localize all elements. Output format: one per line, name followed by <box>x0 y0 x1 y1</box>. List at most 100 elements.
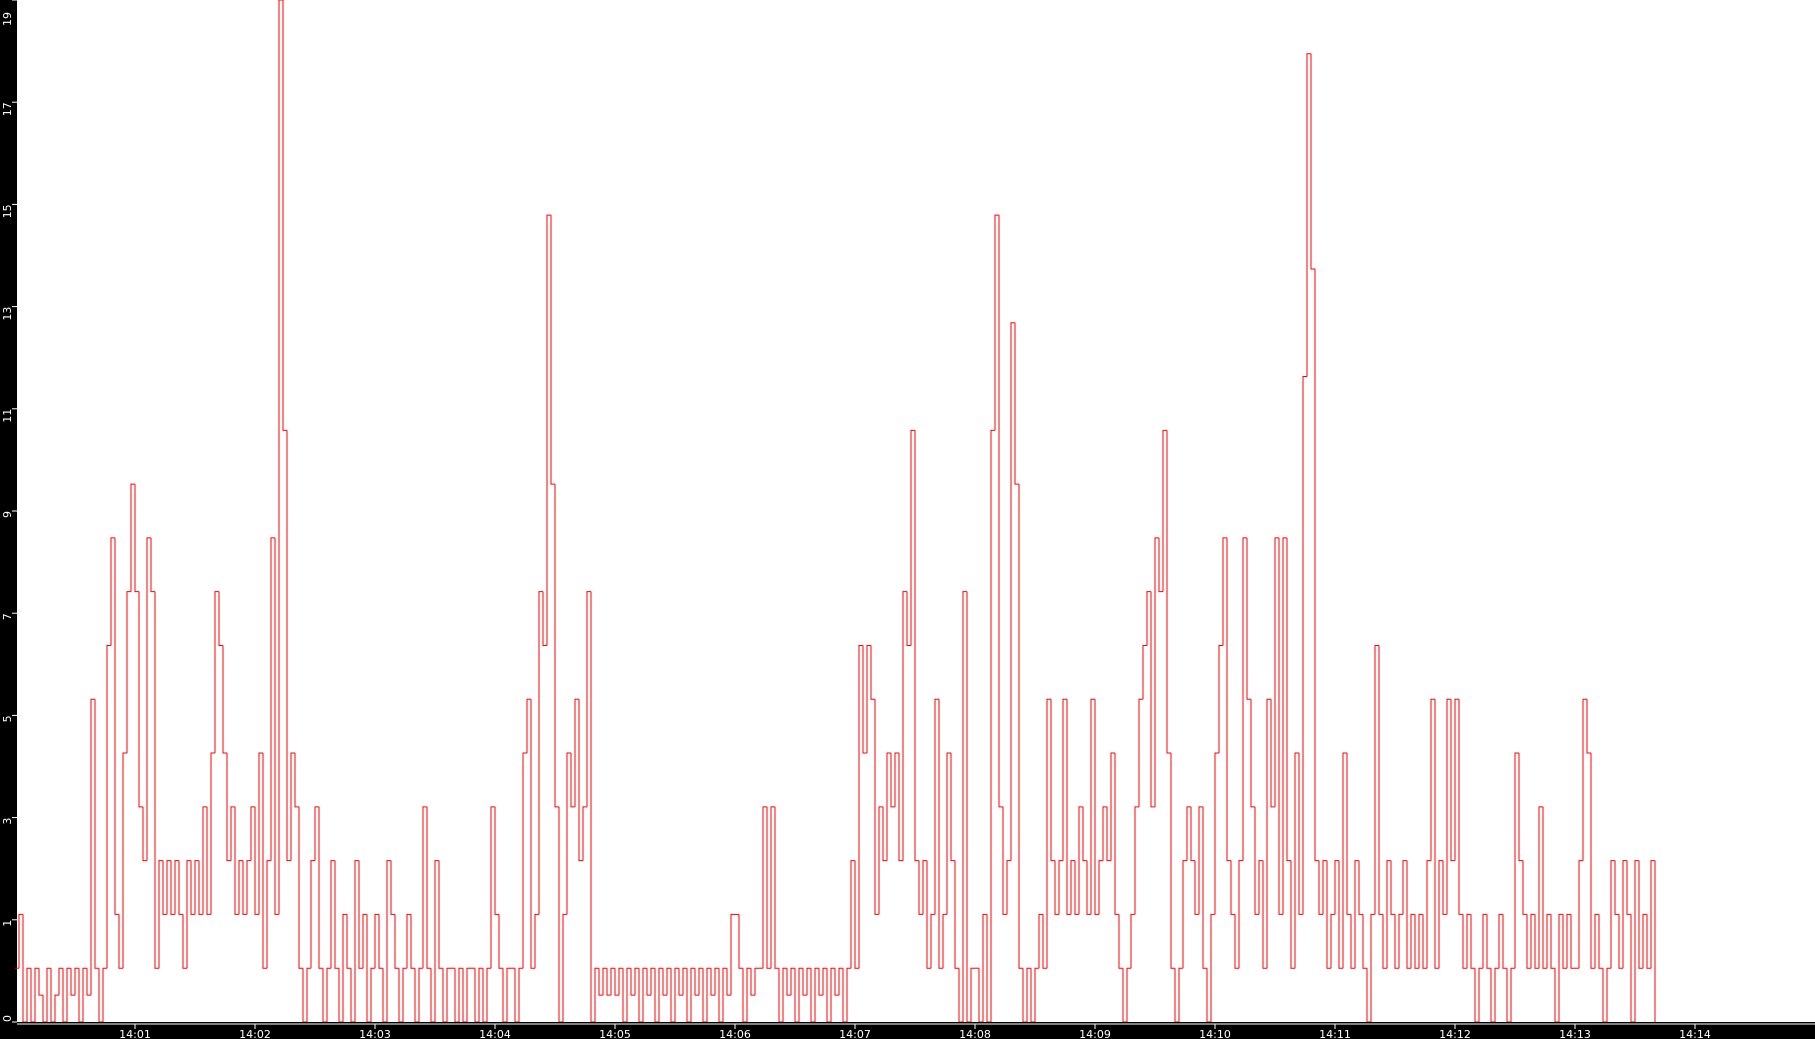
series-step <box>1354 860 1359 969</box>
series-step <box>1390 860 1395 915</box>
series-step <box>606 968 611 996</box>
series-step <box>1214 752 1219 915</box>
series-step <box>1458 699 1463 915</box>
series-step <box>274 537 279 915</box>
series-step <box>762 806 767 969</box>
series-step <box>1298 753 1303 915</box>
series-step <box>410 914 415 969</box>
series-step <box>1294 752 1299 969</box>
series-step <box>518 967 523 1022</box>
series-step <box>230 806 235 861</box>
series-step <box>854 860 859 969</box>
series-step <box>1230 860 1235 915</box>
series-step <box>1374 644 1379 915</box>
series-step <box>1614 860 1619 915</box>
series-step <box>1562 914 1567 969</box>
series-step <box>1042 914 1047 969</box>
series-step <box>1510 967 1515 1022</box>
series-step <box>878 806 883 915</box>
series-step <box>1162 429 1167 592</box>
series-step <box>790 967 795 996</box>
series-step <box>354 860 359 1022</box>
series-step <box>646 968 651 996</box>
series-step <box>290 752 295 861</box>
series-step <box>850 860 855 969</box>
series-step <box>770 806 775 969</box>
series-step <box>1406 860 1411 969</box>
series-step <box>294 753 299 808</box>
series-step <box>1466 913 1471 969</box>
series-step <box>1418 913 1423 969</box>
series-step <box>922 860 927 915</box>
series-step <box>1134 806 1139 915</box>
series-step <box>458 967 463 1022</box>
series-step <box>310 860 315 969</box>
series-step <box>970 967 975 1022</box>
series-step <box>1274 537 1279 807</box>
series-step <box>1242 537 1247 861</box>
series-step <box>1322 860 1327 915</box>
x-tick-label: 14:07 <box>839 1028 871 1039</box>
series-step <box>1454 698 1459 861</box>
series-step <box>1442 860 1447 915</box>
series-step <box>746 967 751 1022</box>
y-axis-band <box>0 0 17 1039</box>
series-step <box>1066 699 1071 915</box>
series-step <box>1526 914 1531 969</box>
series-step <box>1266 698 1271 969</box>
series-step <box>1234 914 1239 969</box>
series-step <box>694 968 699 996</box>
series-step <box>1462 914 1467 969</box>
series-step <box>370 967 375 1022</box>
series-step <box>1198 806 1203 915</box>
series-step <box>446 967 451 1022</box>
series-step <box>1542 806 1547 969</box>
series-step <box>698 967 703 996</box>
x-axis-band <box>0 1022 1815 1039</box>
series-step <box>406 913 411 969</box>
series-step <box>530 699 535 969</box>
series-step <box>1334 860 1339 915</box>
series-step <box>1566 913 1571 969</box>
series-step <box>106 644 111 969</box>
series-step <box>1278 537 1283 915</box>
series-step <box>954 860 959 969</box>
series-step <box>866 644 871 754</box>
series-step <box>1650 860 1655 969</box>
series-step <box>1514 752 1519 969</box>
series-step <box>586 591 591 807</box>
series-step <box>1110 752 1115 861</box>
series-step <box>630 968 635 996</box>
series-step <box>690 967 695 1022</box>
series-step <box>1006 860 1011 915</box>
y-tick-label: 19 <box>1 12 14 26</box>
x-tick-label: 14:10 <box>1199 1028 1231 1039</box>
series-step <box>982 913 987 1022</box>
series-step <box>750 968 755 996</box>
series-step <box>862 645 867 754</box>
series-step <box>814 967 819 1022</box>
series-step <box>1262 860 1267 969</box>
series-step <box>1502 914 1507 969</box>
series-step <box>1342 752 1347 969</box>
series-step <box>618 967 623 996</box>
series-step <box>158 860 163 969</box>
series-step <box>254 806 259 915</box>
series-step <box>710 968 715 996</box>
series-step <box>594 967 599 1022</box>
series-step <box>1094 699 1099 915</box>
series-step <box>730 913 735 996</box>
series-step <box>906 591 911 646</box>
series-step <box>174 860 179 915</box>
series-step <box>334 860 339 969</box>
series-step <box>1558 913 1563 1022</box>
series-step <box>602 967 607 996</box>
series-step <box>246 860 251 915</box>
series-step <box>346 914 351 969</box>
series-step <box>1286 537 1291 862</box>
series-step <box>1478 967 1483 1022</box>
series-step <box>422 806 427 969</box>
series-step <box>566 752 571 915</box>
series-step <box>1486 914 1491 969</box>
